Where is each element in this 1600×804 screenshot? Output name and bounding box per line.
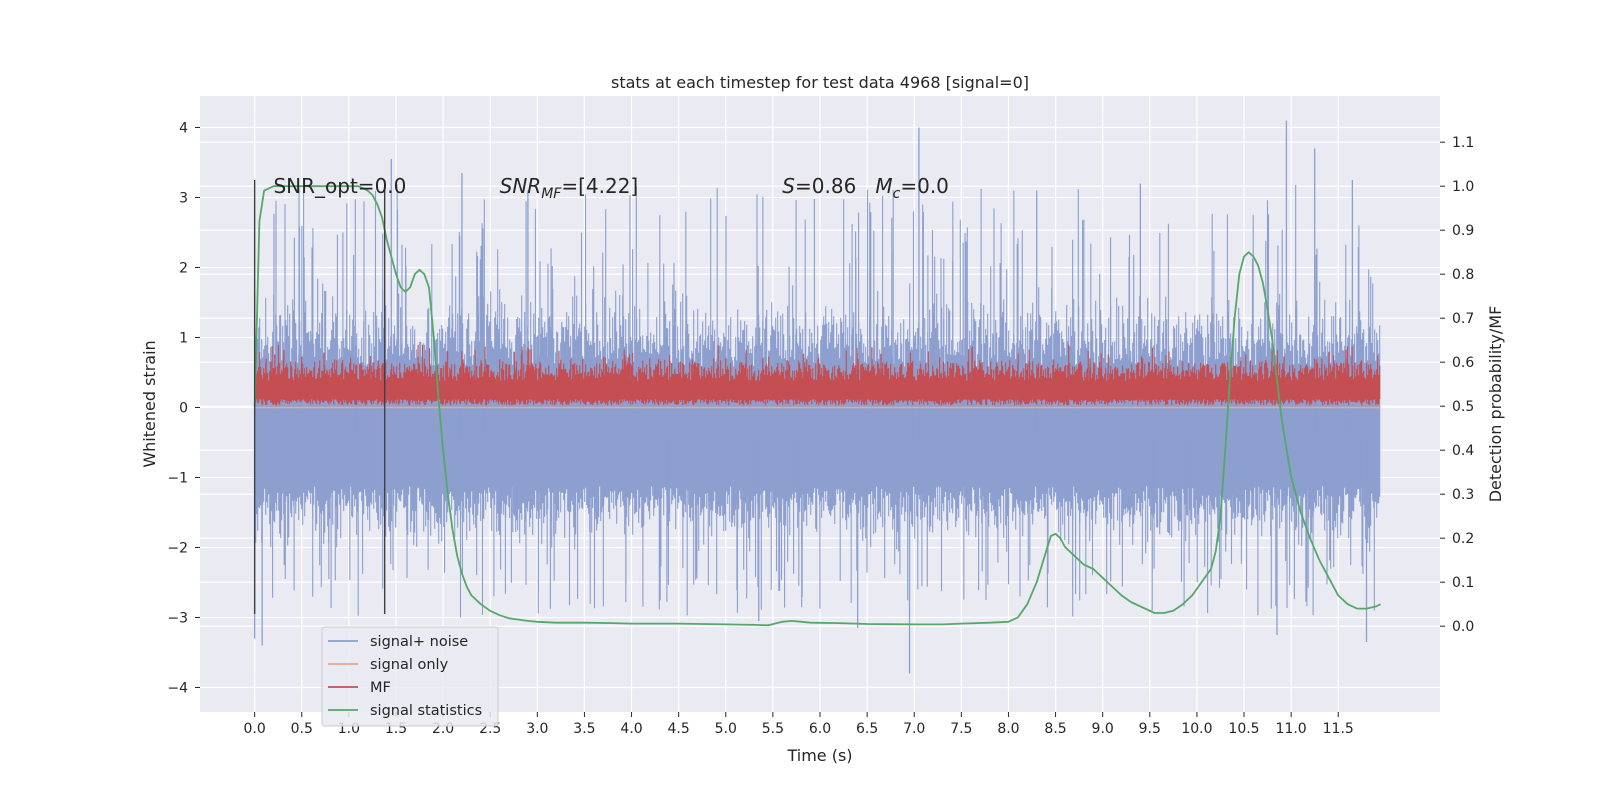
annotation-snr-mf-main: SNR [500, 174, 542, 198]
vertical-markers [253, 180, 386, 614]
x-tick-label: 3.0 [526, 721, 548, 737]
y-tick-label: −2 [167, 541, 188, 557]
y-tick-label: −4 [167, 681, 188, 697]
x-tick-label: 10.0 [1181, 721, 1212, 737]
x-tick-label: 6.0 [809, 721, 831, 737]
axes: 0.0 0.5 1.0 1.5 2.0 2.5 3.0 3.5 4.0 4.5 5.0 5.5 6.0 6… [167, 121, 1474, 738]
legend: signal+ noise signal only MF signal statist… [321, 626, 499, 727]
annotation-s-symbol: S [782, 174, 795, 198]
x-tick-label: 7.0 [903, 721, 925, 737]
y2-tick-label: 0.0 [1452, 619, 1474, 635]
x-tick-label: 0.5 [291, 721, 313, 737]
signal-noise-spikes [272, 184, 1375, 618]
x-tick-label: 5.5 [762, 721, 784, 737]
y-tick-label: −3 [167, 611, 188, 627]
annotation-s-value: =0.86 [795, 174, 875, 198]
x-tick-label: 9.5 [1139, 721, 1161, 737]
y2-tick-label: 0.2 [1452, 531, 1474, 547]
y2-axis-title: Detection probability/MF [1486, 306, 1505, 503]
y2-tick-label: 1.0 [1452, 179, 1474, 195]
x-tick-label: 0.0 [244, 721, 266, 737]
y-tick-label: 2 [179, 261, 188, 277]
x-tick-label: 6.5 [856, 721, 878, 737]
y-tick-label: 3 [179, 191, 188, 207]
annotation-snr-opt: SNR_opt=0.0 [273, 174, 406, 198]
y2-tick-label: 0.8 [1452, 267, 1474, 283]
annotation-mc-value: =0.0 [900, 174, 949, 198]
x-tick-label: 7.5 [950, 721, 972, 737]
x-tick-label: 4.0 [620, 721, 642, 737]
annotation-snr-mf-value: =[4.22] [561, 174, 638, 198]
x-tick-label: 8.5 [1044, 721, 1066, 737]
y2-tick-label: 1.1 [1452, 135, 1474, 151]
annotation-snr-mf-sub: MF [541, 186, 562, 202]
annotation-mc-sub: c [893, 186, 901, 202]
annotation-snr-mf: SNRMF=[4.22] [500, 174, 639, 202]
legend-label: signal statistics [370, 703, 482, 719]
series-mf [254, 344, 1381, 406]
y2-tick-label: 0.9 [1452, 223, 1474, 239]
x-tick-label: 4.5 [668, 721, 690, 737]
mf-peaks [259, 344, 1353, 387]
annotations: SNR_opt=0.0 SNRMF=[4.22] S=0.86 Mc=0.0 [273, 174, 948, 202]
y2-tick-label: 0.1 [1452, 575, 1474, 591]
x-tick-label: 11.5 [1323, 721, 1354, 737]
y2-tick-label: 0.5 [1452, 399, 1474, 415]
legend-label: signal only [370, 657, 449, 673]
y2-tick-label: 0.7 [1452, 311, 1474, 327]
chart-title: stats at each timestep for test data 496… [611, 73, 1029, 92]
y2-tick-label: 0.3 [1452, 487, 1474, 503]
series-layer [253, 120, 1381, 674]
y2-tick-label: 0.4 [1452, 443, 1474, 459]
y-tick-label: 4 [179, 121, 188, 137]
annotation-s-mc: S=0.86 Mc=0.0 [782, 174, 949, 202]
legend-box [321, 626, 499, 727]
x-tick-label: 3.5 [573, 721, 595, 737]
x-tick-label: 11.0 [1276, 721, 1307, 737]
y-tick-label: −1 [167, 471, 188, 487]
x-tick-label: 9.0 [1092, 721, 1114, 737]
x-tick-label: 8.0 [997, 721, 1019, 737]
y-tick-label: 0 [179, 401, 188, 417]
x-axis-title: Time (s) [786, 746, 852, 765]
legend-label: signal+ noise [370, 634, 468, 650]
series-signal-statistics [253, 185, 1381, 627]
y-tick-label: 1 [179, 331, 188, 347]
annotation-mc-symbol: M [875, 174, 892, 198]
legend-label: MF [370, 680, 391, 696]
x-tick-label: 10.5 [1228, 721, 1259, 737]
x-tick-label: 5.0 [715, 721, 737, 737]
y-axis-title: Whitened strain [140, 340, 159, 467]
y2-tick-label: 0.6 [1452, 355, 1474, 371]
